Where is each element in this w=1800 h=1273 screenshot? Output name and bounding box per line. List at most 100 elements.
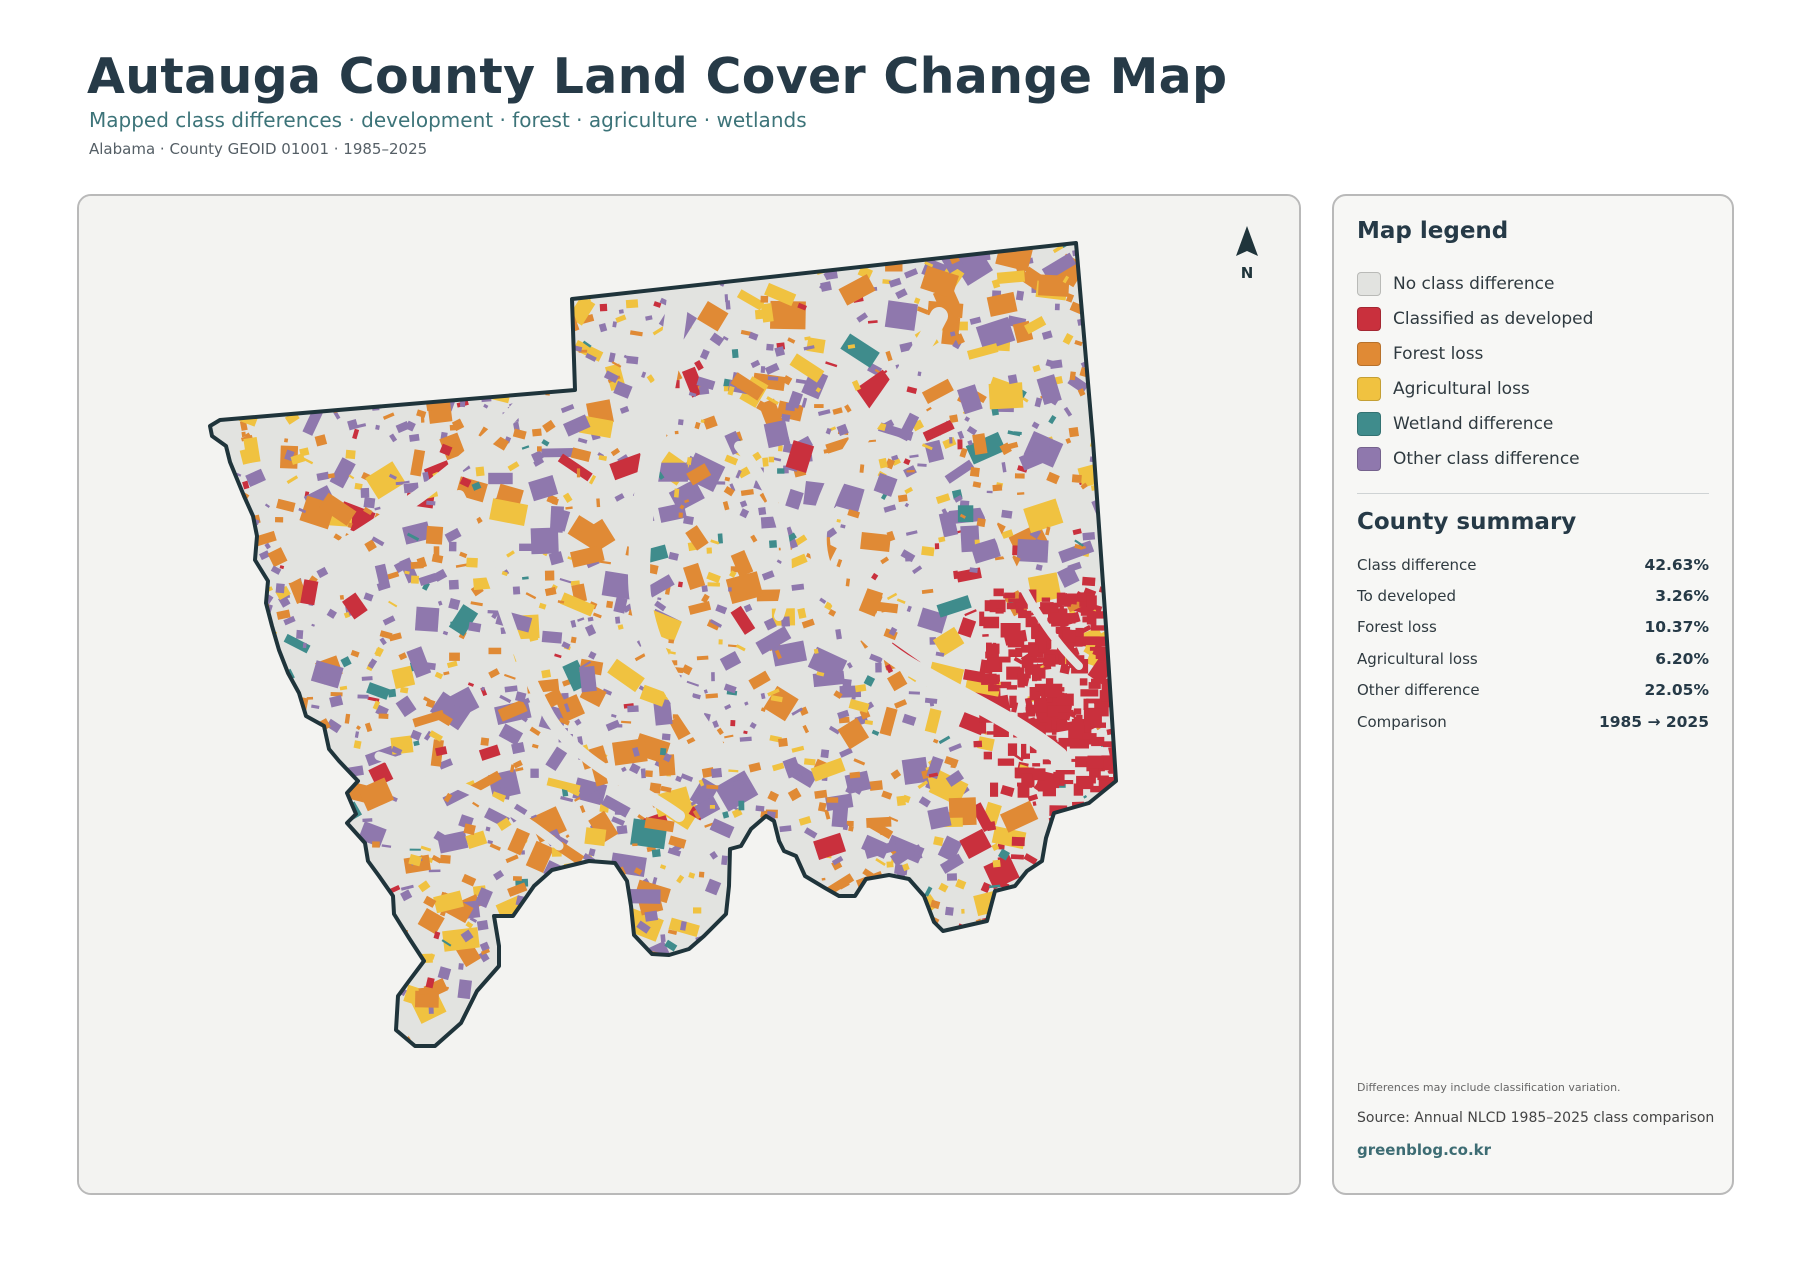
change-patch [646, 574, 675, 598]
change-patch [924, 886, 933, 897]
change-patch [997, 848, 1011, 861]
change-patch [1043, 542, 1049, 548]
developed-patch [1021, 753, 1030, 759]
developed-patch [1017, 784, 1030, 798]
change-patch [472, 801, 480, 808]
summary-label: Class difference [1357, 555, 1477, 574]
change-patch [725, 300, 731, 310]
change-patch [544, 570, 555, 581]
change-patch [459, 551, 468, 559]
change-patch [949, 414, 959, 423]
change-patch [888, 626, 898, 637]
developed-patch [986, 657, 1000, 670]
developed-patch [1060, 709, 1074, 717]
change-patch [478, 950, 490, 963]
change-patch [825, 427, 832, 435]
change-patch [483, 403, 489, 409]
change-patch [404, 570, 410, 575]
change-patch [602, 688, 613, 696]
change-patch [791, 745, 805, 753]
change-patch [570, 545, 605, 568]
change-patch [748, 762, 762, 773]
developed-patch [1046, 697, 1053, 703]
change-patch [957, 617, 977, 638]
change-patch [879, 706, 898, 737]
change-patch [582, 340, 592, 348]
change-patch [755, 626, 792, 655]
county-map[interactable]: N [79, 196, 1301, 1195]
change-patch [743, 730, 748, 735]
change-patch [906, 386, 918, 394]
change-patch [497, 699, 528, 722]
change-patch [382, 615, 396, 626]
summary-title: County summary [1357, 509, 1577, 535]
change-patch [374, 506, 381, 511]
change-patch [596, 498, 601, 508]
change-patch [1010, 854, 1024, 860]
change-patch [823, 527, 838, 540]
map-panel[interactable]: N [77, 194, 1301, 1195]
change-patch [528, 474, 559, 502]
change-patch [587, 616, 594, 622]
change-patch [875, 662, 882, 673]
footer-brand-link[interactable]: greenblog.co.kr [1357, 1141, 1492, 1159]
change-patch [992, 484, 1003, 492]
change-patch [443, 671, 450, 676]
change-patch [236, 472, 242, 477]
change-patch [496, 817, 512, 831]
change-patch [418, 987, 431, 995]
change-patch [428, 869, 441, 873]
change-patch [717, 533, 723, 544]
summary-value: 1985 → 2025 [1598, 712, 1709, 731]
change-patch [607, 658, 645, 693]
change-patch [706, 547, 713, 554]
change-patch [357, 694, 369, 699]
change-patch [936, 595, 972, 618]
change-patch [1048, 414, 1057, 425]
change-patch [924, 261, 934, 268]
change-patch [688, 601, 712, 615]
change-patch [826, 797, 839, 803]
change-patch [706, 571, 721, 584]
developed-patch [1023, 712, 1032, 716]
change-patch [329, 457, 356, 489]
change-patch [664, 650, 676, 655]
change-patch [707, 582, 720, 587]
change-patch [316, 471, 330, 481]
change-patch [955, 878, 967, 890]
legend-item-wetland: Wetland difference [1357, 406, 1593, 441]
summary-label: To developed [1357, 587, 1457, 606]
change-patch [758, 506, 767, 516]
change-patch [750, 534, 758, 543]
change-patch [507, 827, 530, 856]
change-patch [901, 756, 930, 785]
change-patch [588, 810, 619, 844]
change-patch [454, 704, 460, 713]
change-patch [678, 512, 683, 518]
change-patch [388, 600, 398, 608]
developed-patch [1071, 758, 1082, 762]
developed-patch [1067, 593, 1079, 602]
change-patch [769, 540, 777, 548]
change-patch [311, 704, 320, 710]
change-patch [1023, 498, 1064, 534]
change-patch [340, 656, 352, 668]
change-patch [406, 646, 432, 679]
change-patch [1057, 565, 1080, 588]
change-patch [680, 921, 687, 931]
change-patch [423, 895, 437, 908]
developed-patch [1021, 644, 1039, 651]
change-patch [1083, 794, 1088, 799]
change-patch [755, 805, 765, 812]
change-patch [361, 676, 373, 681]
change-patch [690, 490, 695, 494]
change-patch [443, 686, 480, 721]
change-patch [701, 585, 708, 593]
change-patch [744, 701, 749, 706]
change-patch [912, 565, 923, 575]
change-patch [710, 539, 720, 545]
change-patch [875, 858, 886, 867]
change-patch [355, 725, 361, 731]
developed-patch [1025, 616, 1038, 628]
change-patch [515, 767, 524, 772]
